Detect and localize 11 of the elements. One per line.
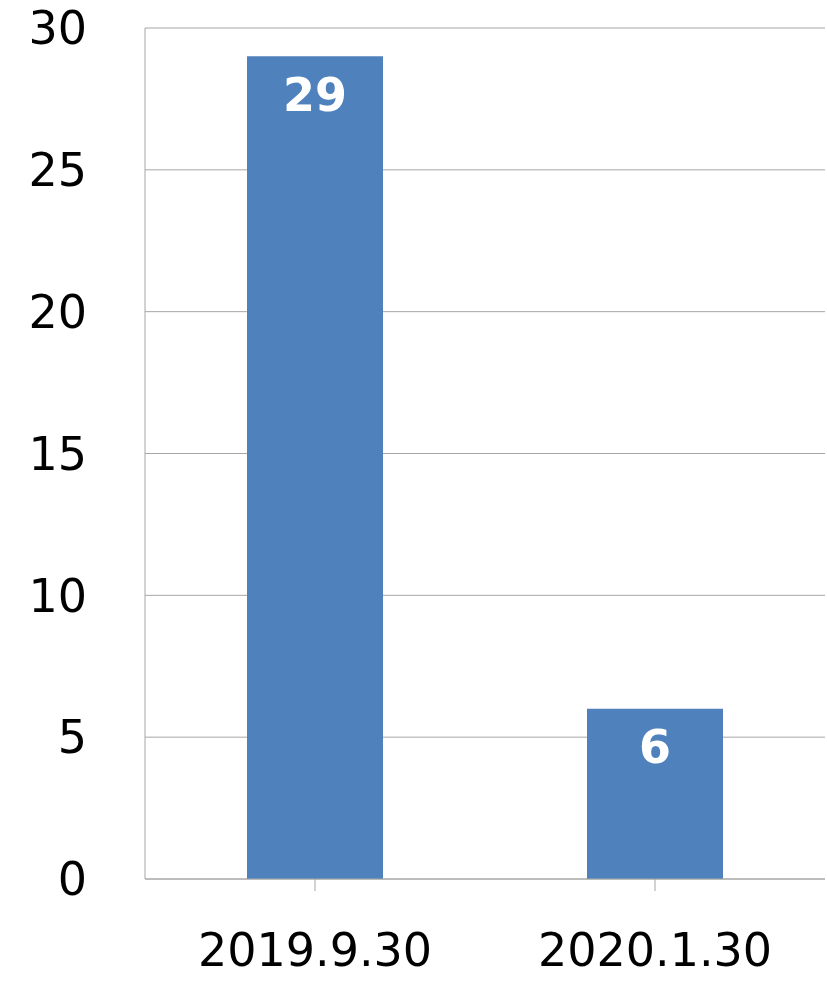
y-tick-label: 30 — [28, 1, 87, 56]
y-tick-label: 5 — [57, 710, 87, 765]
y-tick-label: 25 — [28, 143, 87, 198]
y-tick-label: 10 — [28, 568, 87, 623]
y-tick-label: 20 — [28, 285, 87, 339]
y-tick-label: 15 — [28, 426, 87, 481]
y-tick-label: 0 — [57, 852, 87, 907]
x-tick-label: 2020.1.30 — [537, 922, 773, 977]
data-label: 6 — [638, 720, 672, 775]
data-label: 29 — [282, 68, 348, 123]
x-tick-label: 2019.9.30 — [197, 922, 433, 977]
